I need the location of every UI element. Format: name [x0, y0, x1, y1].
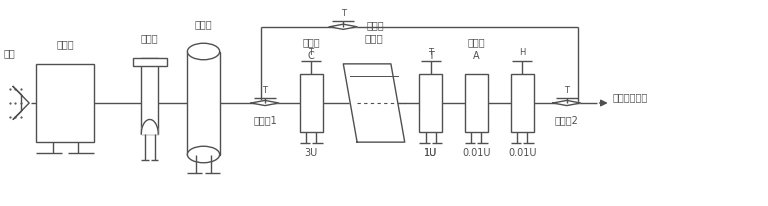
Polygon shape: [251, 100, 279, 106]
Text: C: C: [308, 51, 314, 61]
Bar: [511, 74, 534, 132]
Text: H: H: [519, 48, 525, 57]
Polygon shape: [13, 87, 29, 119]
Text: T: T: [429, 48, 433, 57]
Ellipse shape: [187, 43, 220, 60]
Text: 0.01U: 0.01U: [508, 148, 537, 158]
Bar: [187, 52, 220, 154]
Polygon shape: [343, 64, 405, 142]
Text: 3U: 3U: [304, 148, 318, 158]
Text: 冷干机: 冷干机: [365, 33, 383, 43]
Text: 修理阀2: 修理阀2: [554, 115, 579, 125]
Polygon shape: [141, 120, 158, 134]
Text: 贮气罐: 贮气罐: [195, 19, 212, 29]
Text: 净化压缩空气: 净化压缩空气: [613, 92, 648, 102]
Bar: [133, 58, 167, 66]
Text: 过滤器: 过滤器: [303, 37, 319, 47]
Text: 1U: 1U: [424, 148, 438, 158]
Polygon shape: [553, 100, 581, 106]
Bar: [419, 74, 442, 132]
Text: 大气: 大气: [4, 49, 15, 59]
Text: 修理阀1: 修理阀1: [253, 115, 276, 125]
Text: A: A: [473, 51, 479, 61]
Bar: [141, 58, 158, 134]
Polygon shape: [329, 24, 357, 29]
Text: 1U: 1U: [424, 148, 438, 158]
Text: T: T: [564, 86, 569, 95]
Text: T: T: [263, 86, 267, 95]
Text: 后冷器: 后冷器: [141, 33, 158, 43]
Text: 0.01U: 0.01U: [462, 148, 491, 158]
Text: 空压机: 空压机: [57, 39, 74, 49]
Bar: [300, 74, 323, 132]
Text: 旁路阀: 旁路阀: [366, 20, 384, 30]
Bar: [37, 64, 94, 142]
Text: 过滤器: 过滤器: [468, 37, 485, 47]
Text: T: T: [341, 9, 346, 18]
Ellipse shape: [187, 146, 220, 163]
Text: T: T: [309, 48, 313, 57]
Text: T: T: [428, 51, 434, 61]
Bar: [465, 74, 488, 132]
